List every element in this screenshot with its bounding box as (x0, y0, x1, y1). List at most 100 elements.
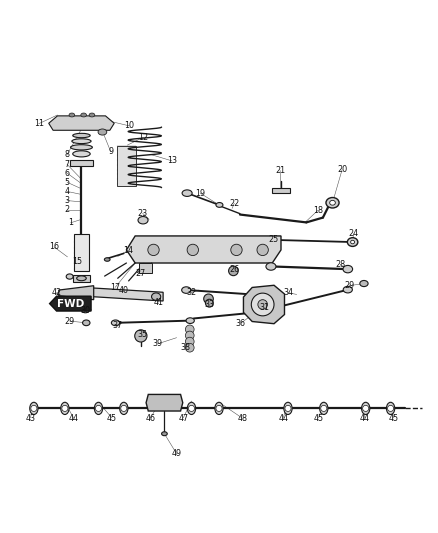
Ellipse shape (343, 265, 353, 273)
Ellipse shape (120, 402, 128, 415)
Circle shape (31, 405, 37, 411)
Ellipse shape (81, 113, 86, 117)
Ellipse shape (330, 200, 336, 205)
Circle shape (229, 266, 238, 276)
Text: 9: 9 (108, 147, 113, 156)
Circle shape (185, 331, 194, 340)
Circle shape (185, 337, 194, 346)
Text: 18: 18 (313, 206, 323, 215)
Ellipse shape (30, 402, 38, 415)
Text: 20: 20 (337, 165, 347, 174)
Text: 7: 7 (64, 160, 70, 169)
Ellipse shape (284, 402, 292, 415)
Ellipse shape (162, 432, 167, 435)
Text: 49: 49 (172, 449, 182, 458)
Text: 26: 26 (229, 265, 239, 274)
Ellipse shape (69, 113, 75, 117)
Polygon shape (59, 286, 94, 300)
Ellipse shape (61, 402, 69, 415)
Polygon shape (146, 394, 183, 411)
Text: 43: 43 (25, 414, 35, 423)
Ellipse shape (89, 113, 95, 117)
Ellipse shape (386, 402, 395, 415)
Ellipse shape (72, 139, 91, 143)
Circle shape (216, 405, 222, 411)
Circle shape (321, 405, 327, 411)
Circle shape (231, 244, 242, 256)
Text: 17: 17 (110, 283, 120, 292)
Text: 4: 4 (64, 187, 70, 196)
Text: 19: 19 (195, 189, 205, 198)
Text: 6: 6 (64, 168, 70, 177)
Text: 25: 25 (268, 236, 279, 244)
Text: 44: 44 (360, 414, 369, 423)
Ellipse shape (152, 293, 161, 300)
Ellipse shape (187, 402, 196, 415)
Polygon shape (127, 236, 281, 263)
Text: 40: 40 (119, 286, 129, 295)
Text: 47: 47 (178, 414, 188, 423)
Bar (272, 188, 290, 193)
Ellipse shape (77, 276, 86, 281)
Polygon shape (49, 296, 91, 311)
Ellipse shape (104, 258, 110, 261)
Bar (70, 160, 93, 166)
Circle shape (388, 405, 394, 411)
Circle shape (187, 244, 198, 256)
Text: 2: 2 (64, 205, 70, 214)
Text: 37: 37 (113, 321, 123, 330)
Text: 3: 3 (64, 196, 70, 205)
Text: 12: 12 (138, 133, 148, 142)
Text: 39: 39 (153, 340, 163, 348)
Text: 11: 11 (34, 119, 44, 128)
Ellipse shape (71, 144, 92, 150)
Bar (117, 146, 136, 185)
Ellipse shape (182, 287, 191, 293)
Text: 48: 48 (237, 414, 247, 423)
Polygon shape (49, 116, 114, 130)
Ellipse shape (360, 280, 368, 287)
Circle shape (135, 330, 147, 342)
Ellipse shape (320, 402, 328, 415)
Text: 42: 42 (52, 288, 62, 297)
Text: 45: 45 (107, 414, 117, 423)
Polygon shape (92, 288, 163, 301)
Text: 32: 32 (187, 288, 197, 297)
Ellipse shape (266, 263, 276, 270)
Text: 34: 34 (283, 288, 293, 297)
Text: 41: 41 (154, 298, 164, 307)
Text: 10: 10 (124, 122, 134, 131)
Text: 23: 23 (138, 209, 148, 218)
Ellipse shape (186, 318, 194, 324)
Text: 36: 36 (236, 319, 246, 328)
Bar (139, 263, 152, 272)
Ellipse shape (182, 190, 192, 197)
Text: 24: 24 (348, 229, 359, 238)
Ellipse shape (351, 240, 355, 244)
Circle shape (205, 299, 213, 307)
Circle shape (257, 244, 268, 256)
Polygon shape (244, 285, 285, 324)
Ellipse shape (347, 238, 358, 246)
Text: 8: 8 (64, 150, 70, 159)
Text: 15: 15 (72, 257, 82, 266)
Text: 16: 16 (49, 243, 59, 252)
Ellipse shape (138, 216, 148, 224)
Text: 35: 35 (138, 330, 148, 339)
Ellipse shape (361, 402, 370, 415)
Text: 1: 1 (68, 219, 73, 228)
Text: 44: 44 (278, 414, 288, 423)
Text: 22: 22 (229, 199, 240, 208)
Text: 29: 29 (64, 317, 75, 326)
Text: 27: 27 (135, 269, 145, 278)
Ellipse shape (215, 402, 223, 415)
Circle shape (95, 405, 102, 411)
Ellipse shape (81, 306, 89, 313)
Ellipse shape (73, 151, 90, 157)
Text: FWD: FWD (57, 298, 84, 309)
Text: 5: 5 (64, 177, 70, 187)
Text: 14: 14 (123, 246, 133, 255)
Circle shape (251, 293, 274, 316)
Text: 45: 45 (314, 414, 324, 423)
Circle shape (62, 405, 68, 411)
